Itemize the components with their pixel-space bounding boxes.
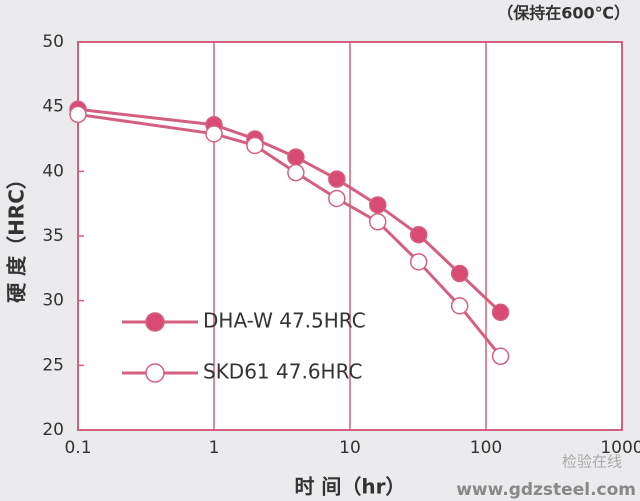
legend-label: DHA-W 47.5HRC (203, 309, 366, 333)
x-tick-label: 0.1 (64, 438, 91, 458)
x-axis-label: 时 间（hr） (294, 475, 405, 499)
y-tick-label: 50 (42, 32, 64, 52)
y-tick-label: 35 (42, 226, 64, 246)
x-tick-label: 100 (470, 438, 502, 458)
y-tick-label: 25 (42, 355, 64, 375)
y-axis-label: 硬 度（HRC） (5, 169, 29, 303)
y-tick-label: 20 (42, 420, 64, 440)
marker (328, 170, 346, 188)
x-tick-label: 1 (209, 438, 220, 458)
marker (287, 163, 305, 182)
x-tick-label: 10 (339, 438, 361, 458)
legend-marker (145, 312, 165, 332)
marker (450, 264, 469, 283)
marker (369, 213, 387, 231)
x-tick-label: 1000 (600, 438, 640, 458)
marker (491, 347, 510, 366)
marker (409, 225, 428, 244)
legend-label: SKD61 47.6HRC (203, 360, 362, 384)
marker (369, 196, 387, 214)
marker (287, 148, 305, 166)
watermark-site: www.gdzsteel.com (456, 480, 636, 500)
y-tick-label: 45 (42, 97, 64, 117)
marker (450, 297, 469, 315)
legend-marker (145, 363, 165, 383)
marker (491, 303, 510, 322)
watermark-account: 检验在线 (562, 453, 622, 471)
marker (246, 136, 264, 155)
y-tick-label: 30 (42, 291, 64, 311)
marker (205, 125, 223, 143)
marker (328, 189, 346, 208)
annotation: （保持在600℃） (497, 4, 630, 23)
marker (409, 253, 428, 271)
marker (69, 105, 87, 124)
y-tick-label: 40 (42, 161, 64, 181)
